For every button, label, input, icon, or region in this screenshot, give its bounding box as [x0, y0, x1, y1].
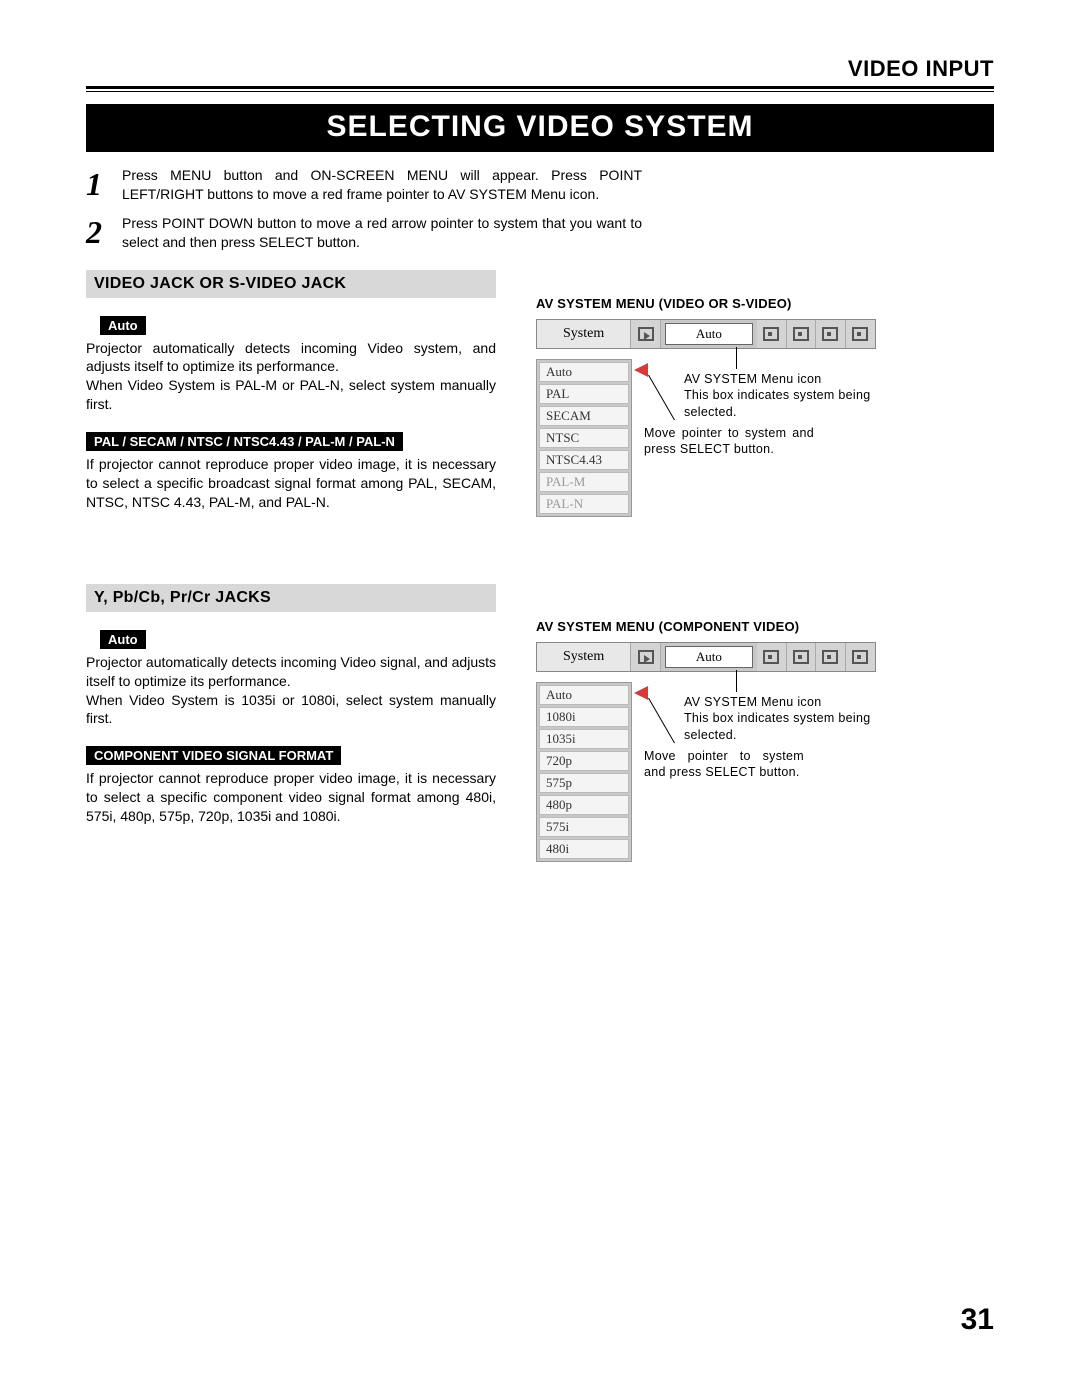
auto-description: Projector automatically detects incoming… — [86, 339, 496, 415]
square-icon — [793, 327, 809, 341]
video-jack-heading: VIDEO JACK OR S-VIDEO JACK — [86, 270, 496, 298]
header-rule-thick — [86, 86, 994, 89]
square-icon — [852, 650, 868, 664]
formats-description: If projector cannot reproduce proper vid… — [86, 455, 496, 512]
system-option[interactable]: 575p — [539, 773, 629, 793]
system-dropdown[interactable]: AutoPALSECAMNTSCNTSC4.43PAL-MPAL-N — [536, 359, 632, 517]
system-option[interactable]: SECAM — [539, 406, 629, 426]
system-option[interactable]: Auto — [539, 362, 629, 382]
square-icon — [852, 327, 868, 341]
menu-caption-video: AV SYSTEM MENU (VIDEO OR S-VIDEO) — [536, 296, 994, 311]
system-option[interactable]: NTSC4.43 — [539, 450, 629, 470]
system-option[interactable]: 720p — [539, 751, 629, 771]
callout-line — [736, 670, 737, 692]
red-pointer-icon — [634, 686, 648, 700]
system-value-box[interactable]: Auto — [665, 323, 753, 345]
menu-icon — [757, 320, 786, 348]
component-format-description: If projector cannot reproduce proper vid… — [86, 769, 496, 826]
step-number: 2 — [86, 214, 122, 248]
callout-line — [648, 697, 675, 743]
system-option[interactable]: PAL — [539, 384, 629, 404]
menu-icon — [846, 320, 875, 348]
menu-icon — [757, 643, 786, 671]
component-format-tag: COMPONENT VIDEO SIGNAL FORMAT — [86, 746, 341, 765]
system-option[interactable]: 1080i — [539, 707, 629, 727]
system-option[interactable]: PAL-N — [539, 494, 629, 514]
callout-menu-icon: AV SYSTEM Menu icon This box indicates s… — [684, 694, 884, 745]
menu-icon — [846, 643, 875, 671]
formats-tag: PAL / SECAM / NTSC / NTSC4.43 / PAL-M / … — [86, 432, 403, 451]
red-pointer-icon — [634, 363, 648, 377]
system-option[interactable]: 1035i — [539, 729, 629, 749]
menu-caption-component: AV SYSTEM MENU (COMPONENT VIDEO) — [536, 619, 994, 634]
page-title: SELECTING VIDEO SYSTEM — [86, 104, 994, 152]
callout-line — [736, 347, 737, 369]
square-icon — [763, 327, 779, 341]
steps-list: 1 Press MENU button and ON-SCREEN MENU w… — [86, 166, 994, 252]
system-option[interactable]: 480p — [539, 795, 629, 815]
av-system-menu-video: System Auto AutoPALSECAMNTSCNTSC4.43PAL-… — [536, 319, 994, 539]
step-number: 1 — [86, 166, 122, 200]
system-option[interactable]: Auto — [539, 685, 629, 705]
left-column: VIDEO JACK OR S-VIDEO JACK Auto Projecto… — [86, 270, 496, 902]
menu-icon — [631, 643, 660, 671]
system-option[interactable]: NTSC — [539, 428, 629, 448]
callout-line — [648, 374, 675, 420]
system-option[interactable]: 575i — [539, 817, 629, 837]
menu-bar: System Auto — [536, 642, 876, 672]
menu-bar: System Auto — [536, 319, 876, 349]
callout-menu-icon: AV SYSTEM Menu icon This box indicates s… — [684, 371, 884, 422]
square-icon — [793, 650, 809, 664]
square-icon — [822, 650, 838, 664]
step-2: 2 Press POINT DOWN button to move a red … — [86, 214, 994, 252]
menu-icon — [787, 643, 816, 671]
menu-icon — [631, 320, 660, 348]
square-icon — [763, 650, 779, 664]
menu-icon — [816, 643, 845, 671]
system-option[interactable]: PAL-M — [539, 472, 629, 492]
system-dropdown[interactable]: Auto1080i1035i720p575p480p575i480i — [536, 682, 632, 862]
right-column: AV SYSTEM MENU (VIDEO OR S-VIDEO) System… — [536, 270, 994, 902]
system-value-box[interactable]: Auto — [665, 646, 753, 668]
header-rule-thin — [86, 91, 994, 92]
system-option[interactable]: 480i — [539, 839, 629, 859]
arrow-in-icon — [638, 327, 654, 341]
component-jack-heading: Y, Pb/Cb, Pr/Cr JACKS — [86, 584, 496, 612]
av-system-menu-component: System Auto Auto1080i1035i720p575p480p57… — [536, 642, 994, 862]
menu-icon — [816, 320, 845, 348]
auto-tag: Auto — [100, 630, 146, 649]
section-header: VIDEO INPUT — [86, 56, 994, 86]
step-text: Press MENU button and ON-SCREEN MENU wil… — [122, 166, 642, 204]
menu-icon — [787, 320, 816, 348]
callout-pointer: Move pointer to system and press SELECT … — [644, 425, 814, 459]
step-text: Press POINT DOWN button to move a red ar… — [122, 214, 642, 252]
page-number: 31 — [961, 1303, 994, 1337]
square-icon — [822, 327, 838, 341]
callout-pointer: Move pointer to system and press SELECT … — [644, 748, 804, 782]
arrow-in-icon — [638, 650, 654, 664]
auto-description: Projector automatically detects incoming… — [86, 653, 496, 729]
menu-bar-label: System — [537, 320, 631, 348]
menu-bar-label: System — [537, 643, 631, 671]
step-1: 1 Press MENU button and ON-SCREEN MENU w… — [86, 166, 994, 204]
auto-tag: Auto — [100, 316, 146, 335]
